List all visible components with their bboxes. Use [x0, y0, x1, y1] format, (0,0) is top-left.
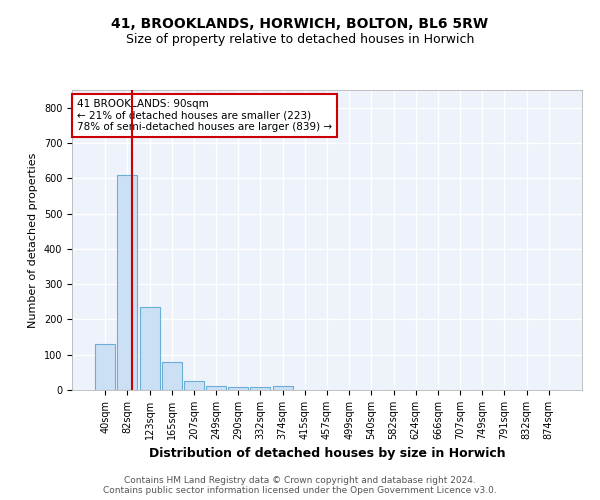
Bar	[250, 387, 271, 390]
Bar	[162, 362, 182, 390]
Text: 41, BROOKLANDS, HORWICH, BOLTON, BL6 5RW: 41, BROOKLANDS, HORWICH, BOLTON, BL6 5RW	[112, 18, 488, 32]
Bar	[140, 307, 160, 390]
Bar	[184, 381, 204, 390]
Text: 41 BROOKLANDS: 90sqm
← 21% of detached houses are smaller (223)
78% of semi-deta: 41 BROOKLANDS: 90sqm ← 21% of detached h…	[77, 99, 332, 132]
Bar	[228, 387, 248, 390]
Text: Contains HM Land Registry data © Crown copyright and database right 2024.
Contai: Contains HM Land Registry data © Crown c…	[103, 476, 497, 495]
Bar	[272, 386, 293, 390]
Y-axis label: Number of detached properties: Number of detached properties	[28, 152, 38, 328]
X-axis label: Distribution of detached houses by size in Horwich: Distribution of detached houses by size …	[149, 448, 505, 460]
Bar	[118, 174, 137, 390]
Bar	[95, 344, 115, 390]
Text: Size of property relative to detached houses in Horwich: Size of property relative to detached ho…	[126, 32, 474, 46]
Bar	[206, 386, 226, 390]
